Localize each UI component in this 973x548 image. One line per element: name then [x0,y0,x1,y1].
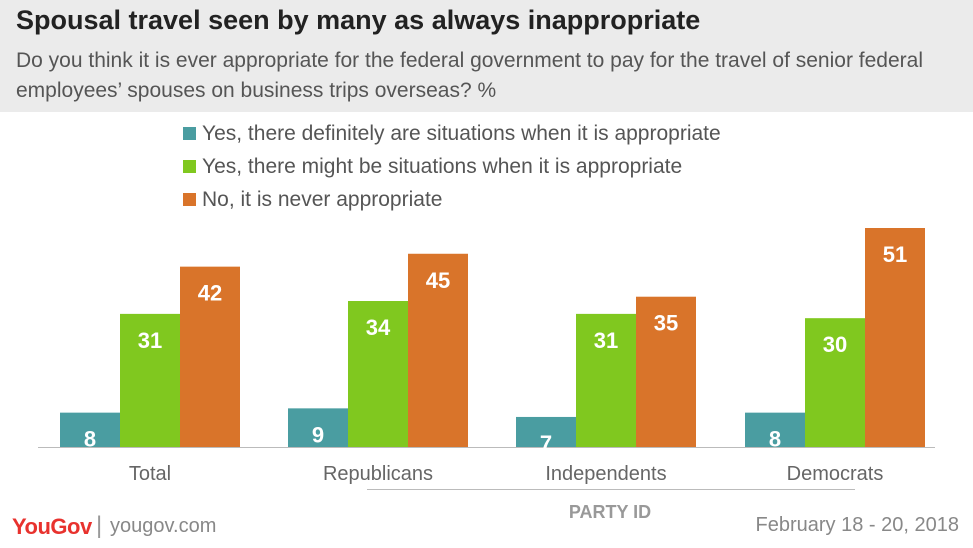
yougov-logo: YouGov [12,514,92,539]
bar-democrats-series-1 [805,318,865,447]
data-label-independents-series-2: 35 [654,311,678,336]
category-label-total: Total [129,463,171,485]
bar-independents-series-1 [576,313,636,447]
bar-democrats-series-0 [745,412,805,447]
bar-total-series-2 [180,266,240,447]
chart-title: Spousal travel seen by many as always in… [16,5,701,35]
data-label-total-series-2: 42 [198,281,222,306]
category-label-independents: Independents [545,463,666,485]
party-id-divider [367,489,855,490]
party-id-label: PARTY ID [568,502,652,522]
legend-item-never: No, it is never appropriate [183,183,721,216]
bar-democrats-series-2 [865,228,925,447]
legend-item-definitely: Yes, there definitely are situations whe… [183,117,721,150]
legend-label-definitely: Yes, there definitely are situations whe… [202,121,721,145]
bar-total-series-0 [60,412,120,447]
legend-label-never: No, it is never appropriate [202,187,443,211]
legend-label-might: Yes, there might be situations when it i… [202,154,683,178]
data-label-republicans-series-1: 34 [366,315,391,340]
legend: Yes, there definitely are situations whe… [183,117,721,216]
data-label-democrats-series-2: 51 [883,242,907,267]
data-label-republicans-series-2: 45 [426,268,450,293]
data-label-total-series-0: 8 [84,427,96,452]
data-label-democrats-series-1: 30 [823,332,847,357]
chart-subtitle: Do you think it is ever appropriate for … [16,49,923,102]
legend-swatch-might [183,160,196,173]
footer-url: yougov.com [110,515,217,537]
data-label-independents-series-1: 31 [594,328,618,353]
bar-republicans-series-0 [288,408,348,447]
bar-republicans-series-2 [408,253,468,447]
data-label-democrats-series-0: 8 [769,427,781,452]
header-band: Spousal travel seen by many as always in… [0,0,973,112]
legend-swatch-never [183,193,196,206]
category-label-democrats: Democrats [787,463,884,485]
footer-separator: | [96,512,103,539]
data-label-independents-series-0: 7 [540,431,552,456]
data-label-total-series-1: 31 [138,328,162,353]
legend-swatch-definitely [183,127,196,140]
bar-republicans-series-1 [348,301,408,447]
survey-date: February 18 - 20, 2018 [755,514,959,536]
legend-item-might: Yes, there might be situations when it i… [183,150,721,183]
category-label-republicans: Republicans [323,463,433,485]
bar-independents-series-0 [516,416,576,447]
bar-independents-series-2 [636,296,696,447]
data-label-republicans-series-0: 9 [312,422,324,447]
bar-total-series-1 [120,313,180,447]
